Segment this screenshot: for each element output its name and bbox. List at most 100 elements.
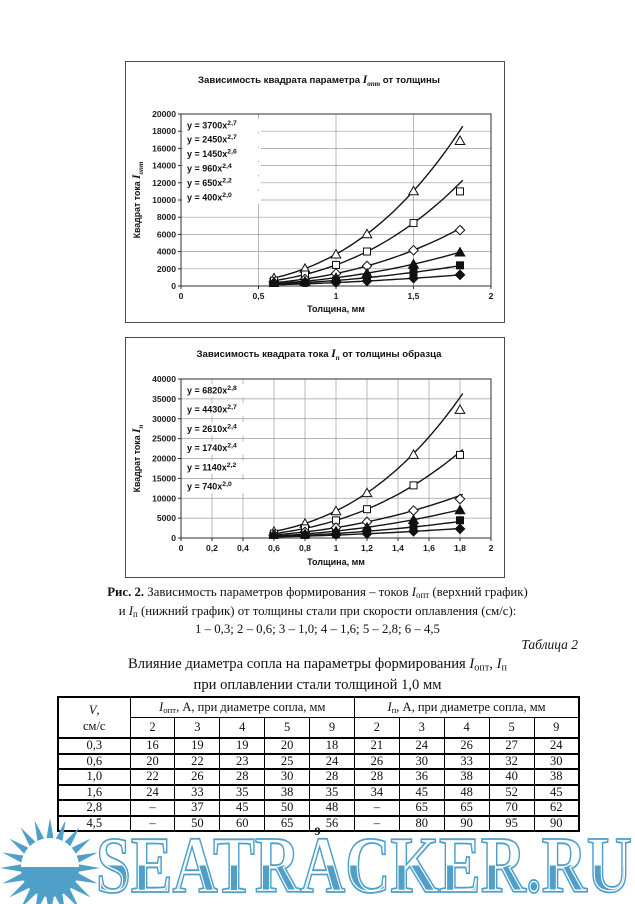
nozzle-diameter-header: 9	[309, 717, 355, 739]
value-cell: 65	[398, 799, 445, 817]
y-tick-label: 8000	[157, 212, 176, 222]
sun-ray	[22, 888, 37, 904]
data-point	[408, 505, 419, 516]
trendline	[269, 125, 464, 280]
y-tick-label: 0	[171, 281, 176, 291]
data-point	[330, 505, 342, 516]
y-tick-label: 20000	[152, 454, 176, 464]
chart-title: Зависимость квадрата тока Iп от толщины …	[196, 348, 442, 362]
equation-label-bg	[183, 384, 268, 397]
watermark-text-outline: SEATRACKER.RU	[96, 822, 632, 904]
velocity-cell: 1,6	[57, 783, 131, 801]
axis-tick-labels: 0 5000 10000 15000 20000 25000 30000 35000 40000…	[152, 374, 494, 553]
series-1	[268, 125, 466, 283]
equation-label-bg	[183, 403, 268, 417]
data-point	[454, 224, 466, 236]
x-tick-label: 0,4	[237, 543, 249, 553]
series-6	[268, 269, 466, 287]
table-row: 1,0 22 26 28 30 28 28 36 38 40 38	[57, 768, 580, 786]
value-cell: 25	[264, 752, 311, 770]
sun-ray	[0, 864, 23, 872]
value-cell: 28	[309, 768, 355, 786]
equation-label: y = 2610x2,4	[187, 423, 237, 434]
sun-ray	[75, 872, 98, 884]
equation-label-bg	[183, 441, 268, 455]
velocity-cell: 0,6	[57, 752, 131, 770]
data-point	[361, 228, 373, 239]
y-tick-label: 0	[171, 533, 176, 543]
data-point	[330, 529, 342, 539]
value-cell: 23	[219, 752, 266, 770]
nozzle-diameter-header: 2	[129, 717, 176, 739]
value-cell: 80	[398, 814, 445, 832]
x-tick-label: 0,6	[268, 543, 280, 553]
axis-ticks	[178, 113, 492, 289]
equation-label-bg	[183, 133, 261, 147]
value-cell: 40	[488, 768, 535, 786]
value-cell: 30	[533, 752, 580, 770]
x-tick-label: 0,5	[253, 291, 265, 301]
value-cell: 20	[129, 752, 176, 770]
equation-label: y = 3700x2,7	[187, 120, 237, 131]
value-cell: 26	[353, 752, 400, 770]
figure-top-chart-box: 0 2000 4000 6000 8000 10000 12000 14000 16000 180…	[125, 61, 505, 323]
x-tick-label: 0	[179, 291, 184, 301]
sun-ray	[2, 852, 25, 864]
data-point	[409, 481, 418, 490]
nozzle-diameter-header: 5	[264, 717, 311, 739]
data-table: V, см/с Iопт, А, при диаметре сопла, мм …	[57, 696, 580, 832]
nozzle-diameter-header: 9	[533, 717, 580, 739]
value-cell: 48	[309, 799, 355, 817]
y-tick-label: 40000	[152, 374, 176, 384]
col-group-ip: Iп, А, при диаметре сопла, мм	[353, 696, 580, 718]
velocity-units: см/с	[83, 718, 106, 733]
value-cell: 50	[264, 799, 311, 817]
value-cell: 35	[219, 783, 266, 801]
table-group-header-row: V, см/с Iопт, А, при диаметре сопла, мм …	[57, 696, 580, 739]
equation-label: y = 740x2,0	[187, 481, 232, 492]
value-cell: 19	[174, 737, 221, 755]
table-label: Таблица 2	[521, 637, 578, 652]
x-tick-label: 0,2	[206, 543, 218, 553]
axis-ticks	[178, 378, 492, 541]
value-cell: 22	[174, 752, 221, 770]
data-point	[454, 523, 466, 535]
data-point	[456, 261, 464, 270]
value-cell: 90	[533, 814, 580, 832]
x-tick-label: 2	[489, 543, 494, 553]
equation-label-bg	[183, 191, 261, 204]
y-axis-label: Квадрат тока Iопт	[131, 161, 145, 238]
data-point	[363, 505, 371, 514]
velocity-cell: 2,8	[57, 799, 131, 817]
data-point	[407, 258, 420, 269]
value-cell: –	[129, 814, 176, 832]
velocity-cell: 4,5	[57, 814, 131, 832]
value-cell: 95	[488, 814, 535, 832]
value-cell: 38	[443, 768, 490, 786]
data-point	[268, 279, 280, 287]
figure-caption-line2: и Iп (нижний график) от толщины стали пр…	[118, 603, 517, 619]
value-cell: 34	[353, 783, 400, 801]
value-cell: 24	[309, 752, 355, 770]
sun-ray	[2, 872, 25, 884]
equation-label: y = 400x2,0	[187, 192, 232, 203]
col-header-velocity: V, см/с	[57, 696, 131, 739]
value-cell: –	[353, 814, 400, 832]
value-cell: 65	[443, 799, 490, 817]
table-title-line1: Влияние диаметра сопла на параметры форм…	[128, 656, 507, 674]
figure-caption-line1: Рис. 2. Зависимость параметров формирова…	[107, 585, 528, 601]
data-point	[299, 278, 311, 287]
y-tick-label: 18000	[152, 126, 176, 136]
equation-label: y = 6820x2,8	[187, 385, 237, 396]
equation-label: y = 1450x2,6	[187, 149, 237, 160]
equation-label-bg	[183, 422, 268, 436]
value-cell: 36	[398, 768, 445, 786]
value-cell: 45	[398, 783, 445, 801]
x-axis-label: Толщина, мм	[307, 304, 365, 314]
sun-ray	[75, 852, 98, 864]
watermark: SEATRACKER.RU SEATRACKER.RU	[94, 820, 634, 904]
value-cell: 27	[488, 737, 535, 755]
data-point	[456, 450, 464, 459]
nozzle-diameter-header: 2	[353, 717, 400, 739]
data-point	[361, 487, 373, 498]
